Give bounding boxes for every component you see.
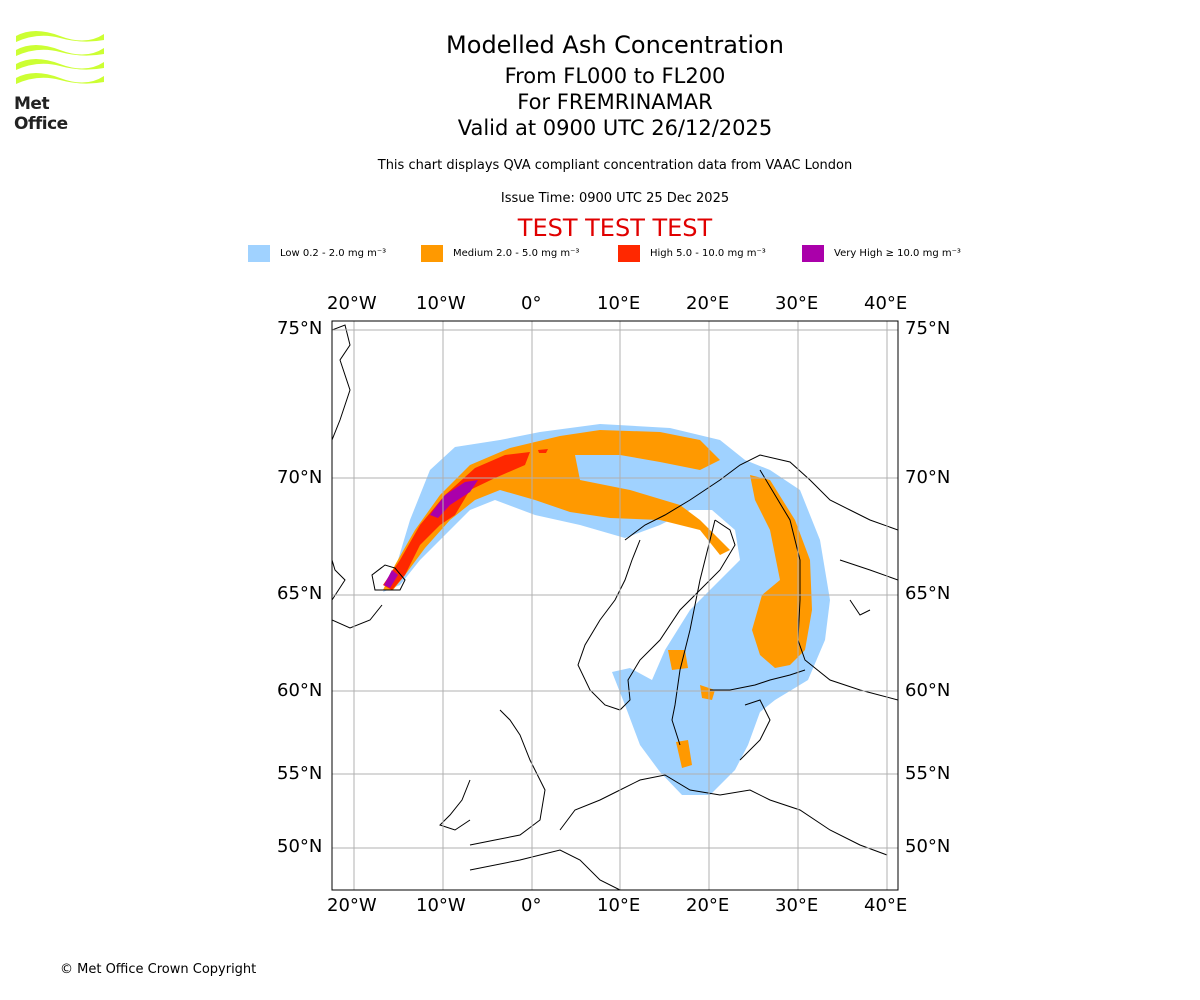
legend-label: Very High ≥ 10.0 mg m⁻³	[834, 248, 961, 259]
lon-label-bottom: 0°	[521, 895, 542, 916]
lon-label-top: 20°E	[686, 293, 730, 314]
description: This chart displays QVA compliant concen…	[377, 158, 853, 173]
ash-high	[383, 449, 548, 590]
legend-low: Low 0.2 - 2.0 mg m⁻³	[248, 245, 386, 262]
lat-label-right: 65°N	[905, 583, 951, 604]
lat-label-right: 75°N	[905, 318, 951, 339]
lat-label-left: 65°N	[277, 583, 323, 604]
lat-label-left: 70°N	[277, 467, 323, 488]
legend-medium: Medium 2.0 - 5.0 mg m⁻³	[421, 245, 579, 262]
legend-label: Low 0.2 - 2.0 mg m⁻³	[280, 248, 387, 259]
lat-label-right: 55°N	[905, 763, 951, 784]
legend-swatch	[248, 245, 270, 262]
flight-levels: From FL000 to FL200	[504, 64, 726, 88]
lon-label-bottom: 10°W	[416, 895, 466, 916]
lon-label-bottom: 20°W	[327, 895, 377, 916]
lon-label-bottom: 40°E	[864, 895, 908, 916]
lat-label-right: 50°N	[905, 836, 951, 857]
lat-label-left: 75°N	[277, 318, 323, 339]
lat-label-left: 50°N	[277, 836, 323, 857]
issue-time: Issue Time: 0900 UTC 25 Dec 2025	[500, 191, 730, 206]
legend-label: Medium 2.0 - 5.0 mg m⁻³	[453, 248, 580, 259]
map-frame	[331, 320, 899, 891]
lon-label-bottom: 30°E	[775, 895, 819, 916]
lat-label-left: 55°N	[277, 763, 323, 784]
legend-swatch	[802, 245, 824, 262]
lon-label-top: 10°W	[416, 293, 466, 314]
lon-label-bottom: 20°E	[686, 895, 730, 916]
met-office-logo: Met Office	[14, 30, 106, 134]
test-banner: TEST TEST TEST	[517, 214, 713, 242]
lon-label-top: 20°W	[327, 293, 377, 314]
volcano-name: For FREMRINAMAR	[517, 90, 713, 114]
valid-time: Valid at 0900 UTC 26/12/2025	[457, 116, 773, 140]
lon-label-top: 40°E	[864, 293, 908, 314]
legend-high: High 5.0 - 10.0 mg m⁻³	[618, 245, 766, 262]
lon-label-top: 0°	[521, 293, 542, 314]
copyright: © Met Office Crown Copyright	[60, 962, 257, 977]
ash-low	[383, 424, 830, 795]
lat-label-right: 60°N	[905, 680, 951, 701]
lon-label-top: 10°E	[597, 293, 641, 314]
chart-title: Modelled Ash Concentration	[446, 31, 784, 59]
legend-swatch	[421, 245, 443, 262]
legend-very-high: Very High ≥ 10.0 mg m⁻³	[802, 245, 961, 262]
ash-medium	[383, 430, 812, 768]
lat-label-right: 70°N	[905, 467, 951, 488]
legend-label: High 5.0 - 10.0 mg m⁻³	[650, 248, 766, 259]
logo-text: Met Office	[14, 94, 68, 134]
lon-label-top: 30°E	[775, 293, 819, 314]
gridlines	[332, 321, 898, 890]
ash-very-high	[384, 480, 478, 588]
lat-label-left: 60°N	[277, 680, 323, 701]
legend-swatch	[618, 245, 640, 262]
lon-label-bottom: 10°E	[597, 895, 641, 916]
